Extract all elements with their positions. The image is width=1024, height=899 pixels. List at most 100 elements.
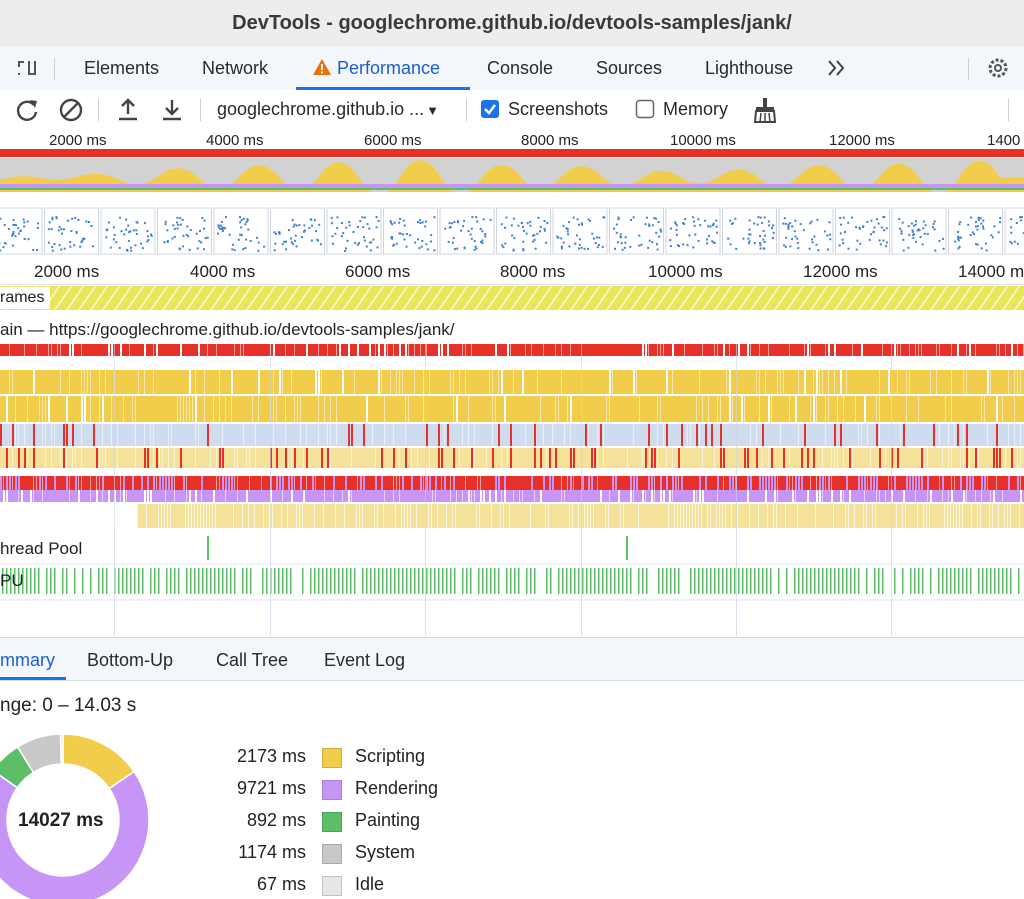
upload-icon[interactable] (115, 97, 141, 128)
screenshot-thumbnail[interactable] (157, 207, 212, 255)
gear-icon[interactable] (984, 46, 1014, 90)
overview-ruler[interactable]: 2000 ms 4000 ms 6000 ms 8000 ms 10000 ms… (0, 130, 1024, 150)
memory-checkbox[interactable] (635, 99, 655, 124)
screenshot-thumbnail[interactable] (891, 207, 947, 255)
performance-toolbar: googlechrome.github.io ... ▼ Screenshots … (0, 90, 1024, 131)
flame-row[interactable] (0, 424, 1024, 446)
gpu-track-label[interactable]: PU (0, 571, 24, 590)
timeline-tick-label: 8000 ms (500, 262, 566, 281)
donut-slice-idle (59, 733, 64, 765)
tab-console[interactable]: Console (487, 58, 554, 78)
screenshot-thumbnail[interactable] (665, 207, 721, 255)
overview-tick-label: 8000 ms (521, 132, 579, 149)
inspect-icon[interactable] (12, 46, 44, 90)
thread-tracks (0, 530, 1024, 636)
screenshot-thumbnail[interactable] (44, 207, 99, 255)
screenshot-thumbnail[interactable] (439, 207, 495, 255)
recording-select[interactable]: googlechrome.github.io ... ▼ (217, 99, 439, 120)
overview-tick-label: 10000 ms (670, 132, 736, 149)
download-icon[interactable] (159, 97, 185, 128)
donut-slice-rendering (0, 770, 150, 899)
overview-tick-label: 6000 ms (364, 132, 422, 149)
cpu-overview-chart (0, 158, 1024, 192)
flame-row[interactable] (0, 344, 1024, 356)
screenshot-thumbnail[interactable] (1004, 207, 1024, 255)
frames-track[interactable] (0, 284, 1024, 312)
tab-bottom-up[interactable]: Bottom-Up (87, 650, 174, 670)
devtools-tabbar: Elements Network Performance Console Sou… (0, 46, 1024, 91)
legend-value: 2173 ms (236, 746, 306, 766)
flame-row[interactable] (0, 448, 1024, 468)
flame-row[interactable] (0, 396, 1024, 422)
tab-performance[interactable]: Performance (312, 46, 440, 90)
screenshot-thumbnail[interactable] (552, 207, 608, 255)
tab-network[interactable]: Network (202, 58, 269, 78)
legend-swatch (322, 844, 342, 864)
screenshots-checkbox[interactable] (480, 99, 500, 124)
clear-icon[interactable] (58, 97, 84, 128)
flame-row[interactable] (0, 370, 1024, 394)
timeline-tick-label: 4000 ms (190, 262, 256, 281)
legend-swatch (322, 876, 342, 896)
tab-summary[interactable]: mmary (0, 650, 55, 670)
toolbar-separator (98, 99, 99, 121)
timeline-tick-label: 2000 ms (34, 262, 100, 281)
screenshot-thumbnail[interactable] (722, 207, 777, 255)
frames-track-label[interactable]: rames (0, 287, 51, 309)
timeline-tick-label: 10000 ms (648, 262, 723, 281)
screenshot-thumbnail[interactable] (778, 207, 834, 255)
flame-row[interactable] (137, 504, 1024, 528)
legend-name: System (355, 842, 416, 862)
tab-event-log[interactable]: Event Log (324, 650, 406, 670)
summary-range: nge: 0 – 14.03 s (0, 695, 137, 716)
screenshot-thumbnail[interactable] (383, 207, 438, 255)
overview-tick-label: 2000 ms (49, 132, 107, 149)
active-tab-indicator (296, 87, 470, 90)
screenshots-label[interactable]: Screenshots (508, 99, 609, 119)
screenshot-thumbnail[interactable] (835, 207, 890, 255)
screenshot-thumbnail[interactable] (213, 207, 269, 255)
screenshot-thumbnail[interactable] (270, 207, 325, 255)
main-thread-flame-chart[interactable] (0, 344, 1024, 530)
summary-donut-chart (0, 733, 150, 899)
screenshot-thumbnail[interactable] (948, 207, 1003, 255)
gpu-activity-bars (2, 530, 1020, 636)
timeline-ruler[interactable]: 2000 ms 4000 ms 6000 ms 8000 ms 10000 ms… (0, 258, 1024, 285)
screenshot-thumbnail[interactable] (496, 207, 551, 255)
legend-row-rendering: 9721 ms Rendering (0, 776, 460, 802)
main-thread-header[interactable] (0, 312, 1024, 344)
legend-swatch (322, 780, 342, 800)
screenshot-thumbnail[interactable] (609, 207, 664, 255)
tab-separator (968, 58, 969, 80)
tab-lighthouse[interactable]: Lighthouse (705, 58, 794, 78)
legend-row-idle: 67 ms Idle (0, 872, 460, 898)
tab-performance-label: Performance (337, 58, 441, 78)
legend-swatch (322, 748, 342, 768)
screenshot-thumbnail[interactable] (100, 207, 156, 255)
thread-pool-label[interactable]: hread Pool (0, 539, 83, 558)
toolbar-separator (1008, 99, 1009, 121)
legend-swatch (322, 812, 342, 832)
screenshot-thumbnail[interactable] (326, 207, 382, 255)
legend-row-painting: 892 ms Painting (0, 808, 460, 834)
tab-call-tree[interactable]: Call Tree (216, 650, 289, 670)
overview-tick-label: 12000 ms (829, 132, 895, 149)
tab-sources[interactable]: Sources (596, 58, 663, 78)
memory-label[interactable]: Memory (663, 99, 729, 119)
flame-row[interactable] (0, 476, 1024, 490)
legend-value: 1174 ms (238, 842, 306, 862)
reload-record-icon[interactable] (14, 97, 40, 128)
flame-row[interactable] (0, 490, 1024, 502)
screenshot-filmstrip[interactable] (0, 206, 1024, 256)
chevron-double-right-icon[interactable] (824, 46, 850, 90)
timeline-tick-label: 6000 ms (345, 262, 411, 281)
tab-elements[interactable]: Elements (84, 58, 160, 78)
screenshot-thumbnail[interactable] (0, 207, 43, 255)
details-tabbar: mmary Bottom-Up Call Tree Event Log (0, 637, 1024, 681)
main-thread-label[interactable]: ain — https://googlechrome.github.io/dev… (0, 320, 455, 339)
timeline-tick-label: 14000 m (958, 262, 1024, 281)
legend-value: 892 ms (246, 810, 306, 830)
legend-value: 67 ms (256, 874, 306, 894)
broom-icon[interactable] (752, 96, 778, 129)
window-titlebar: DevTools - googlechrome.github.io/devtoo… (0, 0, 1024, 47)
